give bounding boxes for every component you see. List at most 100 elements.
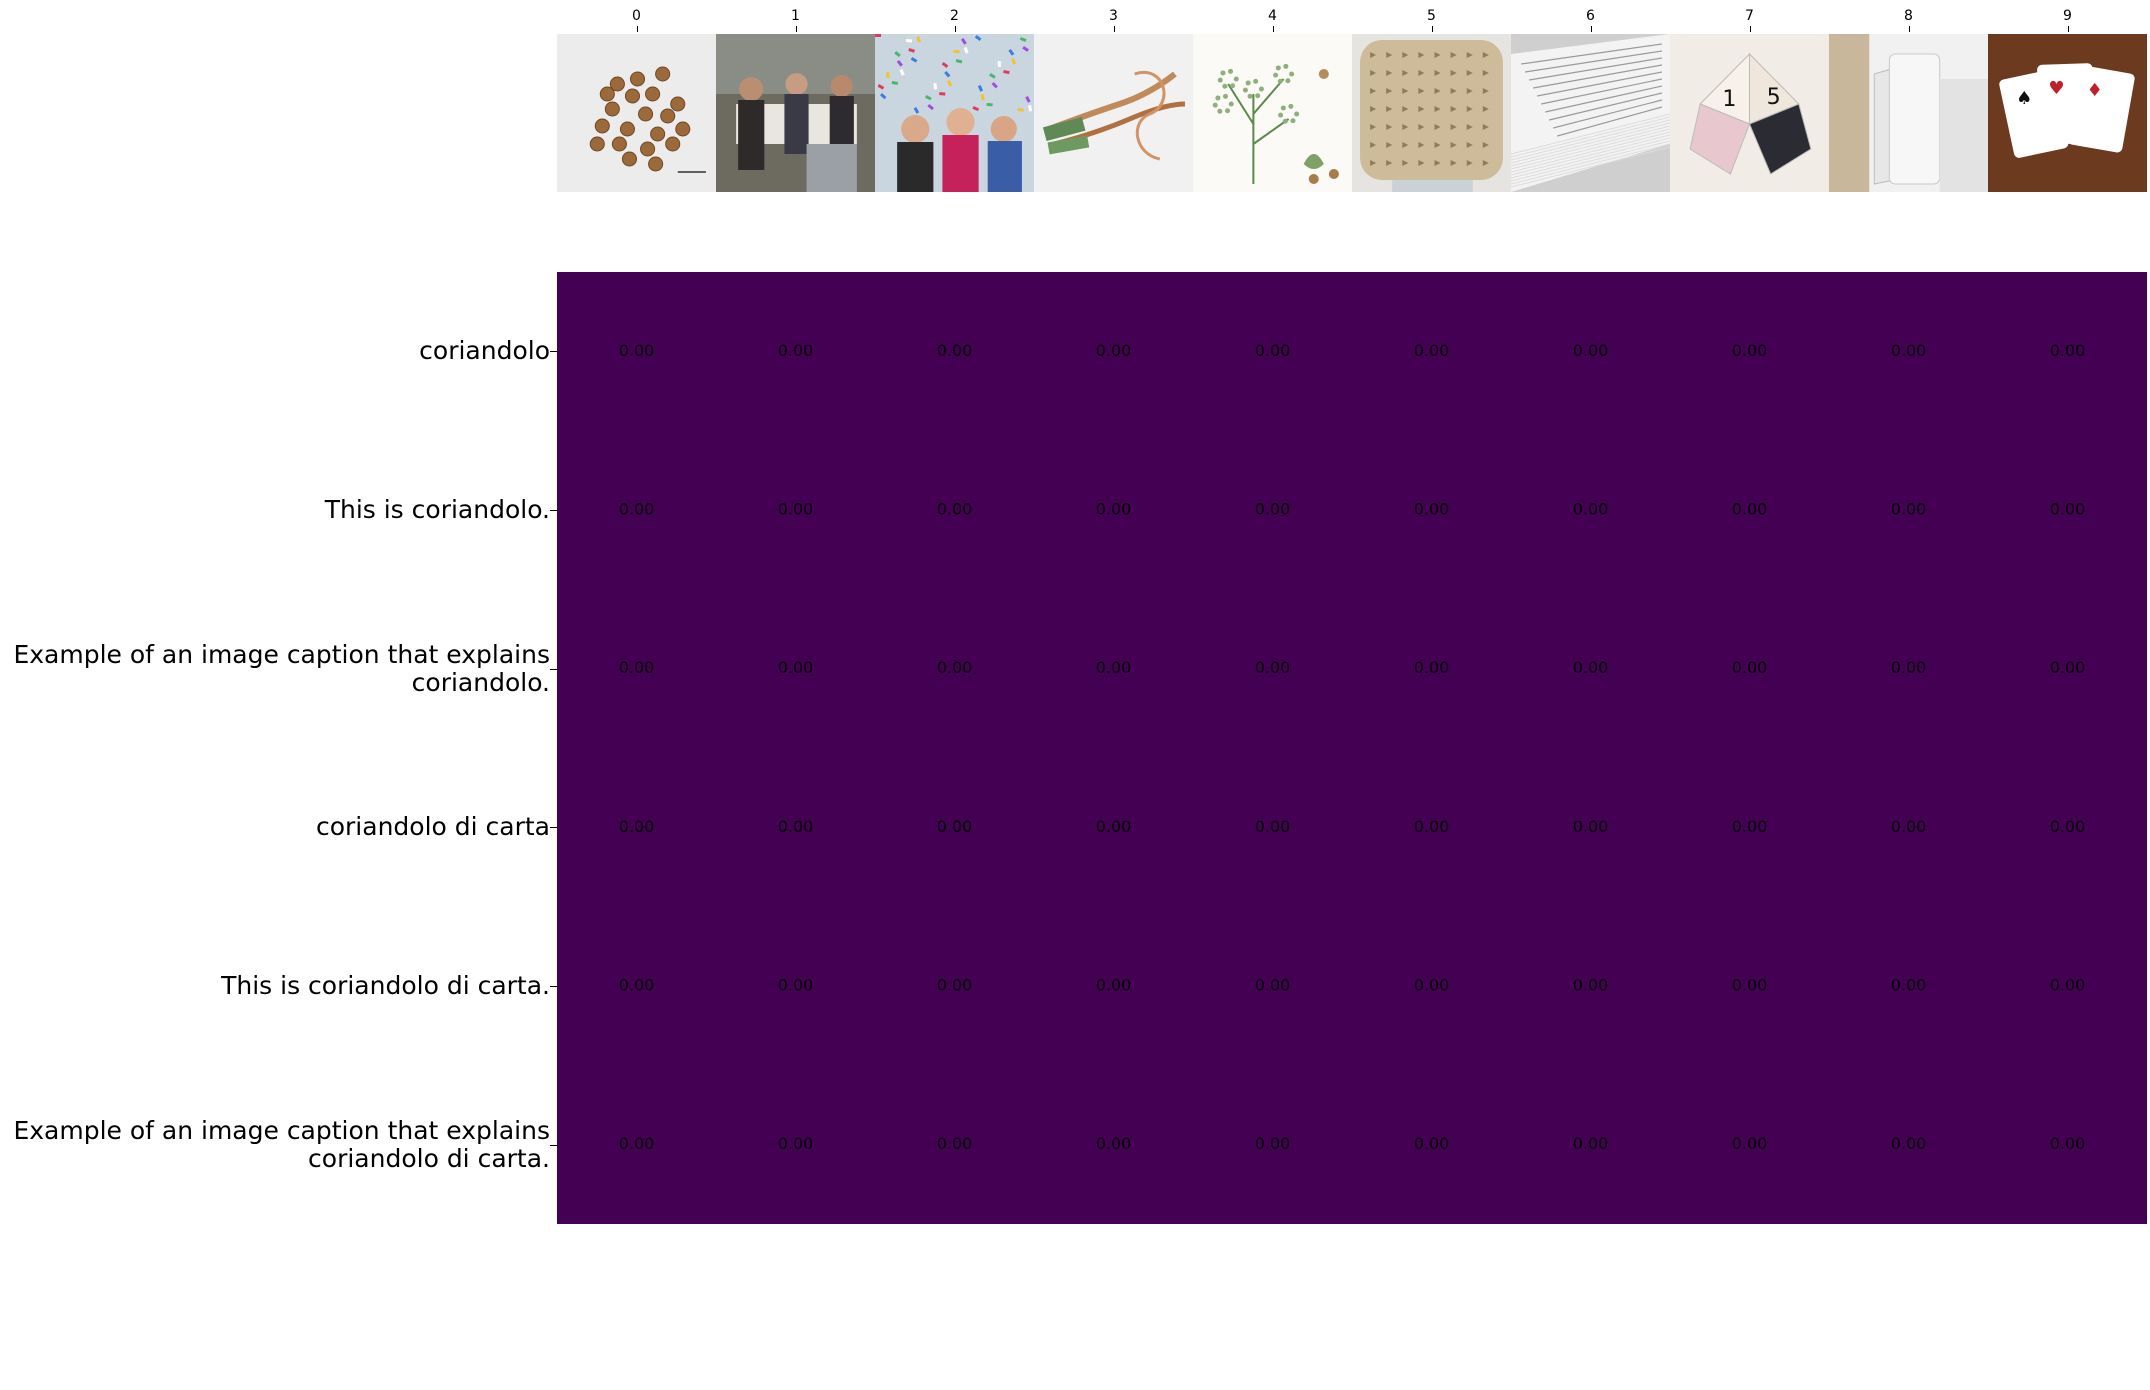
cell-value-label: 0.00 <box>1573 976 1609 995</box>
cell-value-label: 0.00 <box>1255 658 1291 677</box>
cell-value-label: 0.00 <box>1414 817 1450 836</box>
column-tick-label: 3 <box>1109 8 1118 24</box>
cell-value-label: 0.00 <box>2050 1134 2086 1153</box>
heatmap-cell <box>1670 272 1830 432</box>
cell-value-label: 0.00 <box>937 341 973 360</box>
heatmap-cell <box>716 430 876 590</box>
cell-value-label: 0.00 <box>1255 500 1291 519</box>
heatmap-cell <box>1193 272 1353 432</box>
heatmap-cell <box>1034 589 1194 749</box>
row-tick <box>550 351 557 353</box>
paper-roll-photo-icon <box>1829 34 1988 192</box>
column-tick-label: 2 <box>950 8 959 24</box>
heatmap-cell <box>1193 430 1353 590</box>
cell-value-label: 0.00 <box>778 976 814 995</box>
heatmap-grid: 0.00 0.00 0.00 0.00 0.00 0.00 0.00 0.00 0.00 0.00… <box>557 272 2147 1224</box>
row-tick <box>550 510 557 511</box>
cell-value-label: 0.00 <box>619 658 655 677</box>
heatmap-cell <box>1034 430 1194 590</box>
heatmap-cell <box>1511 906 1671 1066</box>
heatmap-cell <box>1511 748 1671 908</box>
cell-value-label: 0.00 <box>1732 500 1768 519</box>
column-tick <box>1749 26 1751 32</box>
heatmap-cell <box>1988 272 2147 432</box>
cuneiform-tablet-photo-icon <box>1352 34 1511 192</box>
cell-value-label: 0.00 <box>1255 817 1291 836</box>
heatmap-cell <box>557 1065 717 1224</box>
cell-value-label: 0.00 <box>2050 817 2086 836</box>
heatmap-cell <box>716 748 876 908</box>
heatmap-cell <box>1352 1065 1512 1224</box>
column-tick <box>636 26 638 32</box>
cell-value-label: 0.00 <box>1255 976 1291 995</box>
heatmap-cell <box>1193 906 1353 1066</box>
svg-text:♠: ♠ <box>2016 88 2032 109</box>
heatmap-cell <box>1352 748 1512 908</box>
column-tick-label: 9 <box>2063 8 2072 24</box>
cell-value-label: 0.00 <box>1573 500 1609 519</box>
heatmap-cell <box>1352 589 1512 749</box>
row-label: This is coriandolo. <box>324 495 550 524</box>
heatmap-cell <box>1034 1065 1194 1224</box>
heatmap-cell <box>1352 272 1512 432</box>
column-tick-label: 5 <box>1427 8 1436 24</box>
cell-value-label: 0.00 <box>2050 341 2086 360</box>
row-tick <box>550 986 557 987</box>
column-tick <box>1272 26 1274 32</box>
heatmap-cell <box>875 589 1035 749</box>
cell-value-label: 0.00 <box>1573 1134 1609 1153</box>
svg-text:1: 1 <box>1722 87 1736 112</box>
column-tick-label: 4 <box>1268 8 1277 24</box>
heatmap-cell <box>875 430 1035 590</box>
cell-value-label: 0.00 <box>1891 817 1927 836</box>
cell-value-label: 0.00 <box>937 658 973 677</box>
heatmap-cell <box>1988 589 2147 749</box>
cell-value-label: 0.00 <box>1096 1134 1132 1153</box>
cell-value-label: 0.00 <box>1732 658 1768 677</box>
heatmap-cell <box>557 906 717 1066</box>
heatmap-cell <box>1193 748 1353 908</box>
row-label: coriandolo <box>419 336 550 366</box>
row-label: Example of an image caption that explain… <box>13 639 550 697</box>
cell-value-label: 0.00 <box>1096 500 1132 519</box>
cell-value-label: 0.00 <box>1891 976 1927 995</box>
column-tick <box>2067 26 2069 32</box>
row-label: This is coriandolo di carta. <box>221 971 550 1000</box>
svg-text:5: 5 <box>1767 85 1781 110</box>
cell-value-label: 0.00 <box>619 817 655 836</box>
heatmap-cell <box>1670 430 1830 590</box>
cell-value-label: 0.00 <box>1573 341 1609 360</box>
cell-value-label: 0.00 <box>1255 341 1291 360</box>
heatmap-cell <box>875 1065 1035 1224</box>
cell-value-label: 0.00 <box>1891 1134 1927 1153</box>
coriander-seeds-photo-icon <box>557 34 716 192</box>
cell-value-label: 0.00 <box>619 1134 655 1153</box>
paper-stack-photo-icon <box>1511 34 1670 192</box>
heatmap-cell <box>1670 589 1830 749</box>
svg-text:♥: ♥ <box>2048 78 2064 99</box>
heatmap-cell <box>1988 430 2147 590</box>
cell-value-label: 0.00 <box>1732 976 1768 995</box>
heatmap-cell <box>1988 906 2147 1066</box>
heatmap-cell <box>1352 430 1512 590</box>
cell-value-label: 0.00 <box>937 1134 973 1153</box>
confetti-crowd-photo-icon <box>875 34 1034 192</box>
heatmap-cell <box>1829 748 1989 908</box>
heatmap-cell <box>1034 272 1194 432</box>
cell-value-label: 0.00 <box>619 500 655 519</box>
cell-value-label: 0.00 <box>1891 341 1927 360</box>
painting-women-with-paper-icon <box>716 34 875 192</box>
cell-value-label: 0.00 <box>2050 658 2086 677</box>
cell-value-label: 0.00 <box>1891 658 1927 677</box>
column-tick <box>1113 26 1115 32</box>
cell-value-label: 0.00 <box>937 817 973 836</box>
heatmap-cell <box>557 272 717 432</box>
column-tick-label: 0 <box>632 8 641 24</box>
cell-value-label: 0.00 <box>1096 341 1132 360</box>
heatmap-cell <box>557 430 717 590</box>
column-tick <box>1590 26 1592 32</box>
heatmap-cell <box>875 906 1035 1066</box>
svg-text:♦: ♦ <box>2087 80 2103 101</box>
